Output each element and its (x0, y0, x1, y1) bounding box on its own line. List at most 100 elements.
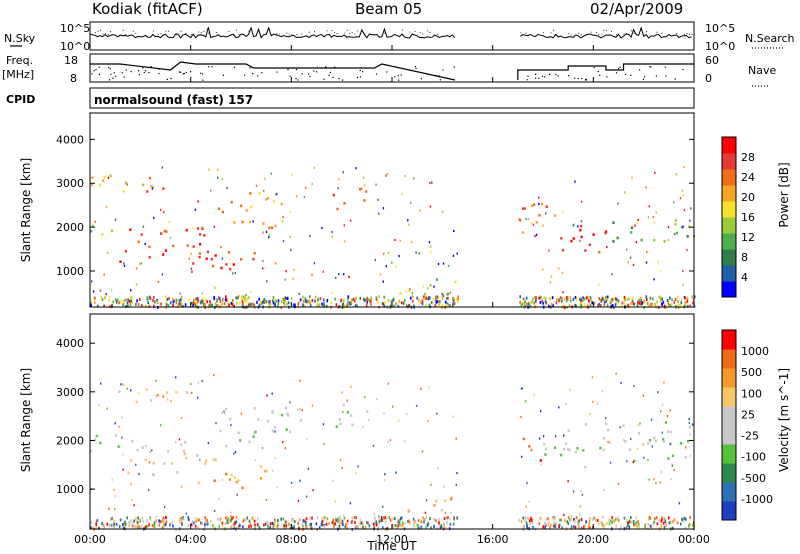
echo-cell (382, 526, 384, 530)
echo-cell (267, 525, 269, 529)
echo-cell (653, 436, 656, 440)
echo-cell (638, 522, 640, 526)
echo-cell (605, 417, 607, 420)
echo-cell (318, 303, 321, 307)
echo-cell (248, 519, 251, 523)
echo-cell (344, 303, 346, 307)
echo-cell (229, 519, 232, 523)
echo-cell (199, 233, 202, 236)
echo-cell (587, 295, 589, 299)
nave-point (261, 72, 263, 74)
nave-point (249, 67, 251, 69)
echo-cell (271, 429, 274, 433)
echo-cell (570, 525, 573, 529)
nave-point (584, 79, 586, 81)
echo-cell (434, 304, 437, 308)
echo-cell (375, 520, 377, 524)
echo-cell (180, 304, 182, 308)
echo-cell (363, 298, 366, 302)
echo-cell (220, 246, 222, 249)
echo-cell (582, 298, 585, 302)
echo-cell (221, 478, 223, 481)
echo-cell (606, 295, 609, 299)
echo-cell (613, 519, 616, 523)
nave-point (593, 67, 595, 69)
echo-cell (407, 519, 409, 523)
echo-cell (151, 473, 154, 476)
echo-cell (636, 525, 638, 529)
echo-cell (563, 297, 566, 301)
echo-cell (113, 522, 116, 526)
echo-cell (183, 450, 185, 453)
echo-cell (636, 221, 638, 225)
echo-cell (578, 513, 581, 516)
echo-cell (130, 299, 132, 303)
echo-cell (289, 401, 291, 404)
echo-cell (529, 522, 531, 526)
echo-cell (309, 303, 312, 307)
echo-cell (578, 519, 581, 523)
echo-cell (532, 297, 534, 301)
echo-cell (565, 442, 568, 445)
power-ylabel: Slant Range [km] (19, 158, 33, 262)
nave-point (342, 79, 344, 81)
echo-cell (551, 296, 554, 300)
echo-cell (139, 298, 141, 301)
echo-cell (408, 304, 410, 308)
echo-cell (603, 303, 606, 306)
nave-point (98, 66, 100, 68)
echo-cell (210, 189, 212, 192)
echo-cell (667, 301, 670, 305)
echo-cell (387, 382, 390, 385)
echo-cell (168, 221, 170, 224)
echo-cell (580, 224, 583, 228)
echo-cell (221, 521, 224, 525)
echo-cell (678, 502, 681, 505)
echo-cell (683, 208, 686, 212)
colorbar-segment (722, 153, 736, 170)
echo-cell (606, 303, 609, 307)
echo-cell (602, 526, 605, 530)
echo-cell (331, 235, 333, 238)
echo-cell (284, 447, 286, 450)
echo-cell (118, 525, 121, 529)
echo-cell (378, 212, 380, 215)
echo-cell (523, 526, 525, 530)
echo-cell (111, 289, 113, 292)
echo-cell (359, 296, 362, 300)
echo-cell (612, 221, 615, 224)
echo-cell (115, 434, 118, 437)
echo-cell (103, 273, 105, 276)
echo-cell (111, 516, 113, 520)
nave-point (386, 71, 388, 73)
echo-cell (96, 518, 99, 522)
echo-cell (194, 304, 197, 308)
echo-cell (339, 422, 342, 426)
echo-cell (385, 265, 387, 268)
echo-cell (322, 270, 324, 273)
echo-cell (209, 303, 212, 307)
echo-cell (240, 412, 243, 415)
echo-cell (601, 390, 604, 393)
echo-cell (619, 426, 621, 429)
echo-cell (538, 437, 541, 440)
echo-cell (200, 521, 202, 525)
echo-cell (446, 521, 448, 525)
echo-cell (111, 304, 113, 308)
echo-cell (661, 431, 664, 434)
echo-cell (166, 298, 169, 301)
echo-cell (429, 182, 431, 185)
echo-cell (218, 497, 220, 501)
colorbar-tick-label: 24 (741, 171, 755, 184)
echo-cell (543, 443, 546, 446)
echo-cell (268, 233, 270, 236)
echo-cell (316, 303, 319, 307)
echo-cell (420, 387, 422, 390)
echo-cell (446, 304, 448, 308)
echo-cell (217, 304, 220, 308)
echo-cell (273, 425, 276, 429)
echo-cell (257, 517, 259, 521)
echo-cell (428, 296, 430, 299)
echo-cell (617, 518, 620, 522)
echo-cell (142, 225, 145, 228)
